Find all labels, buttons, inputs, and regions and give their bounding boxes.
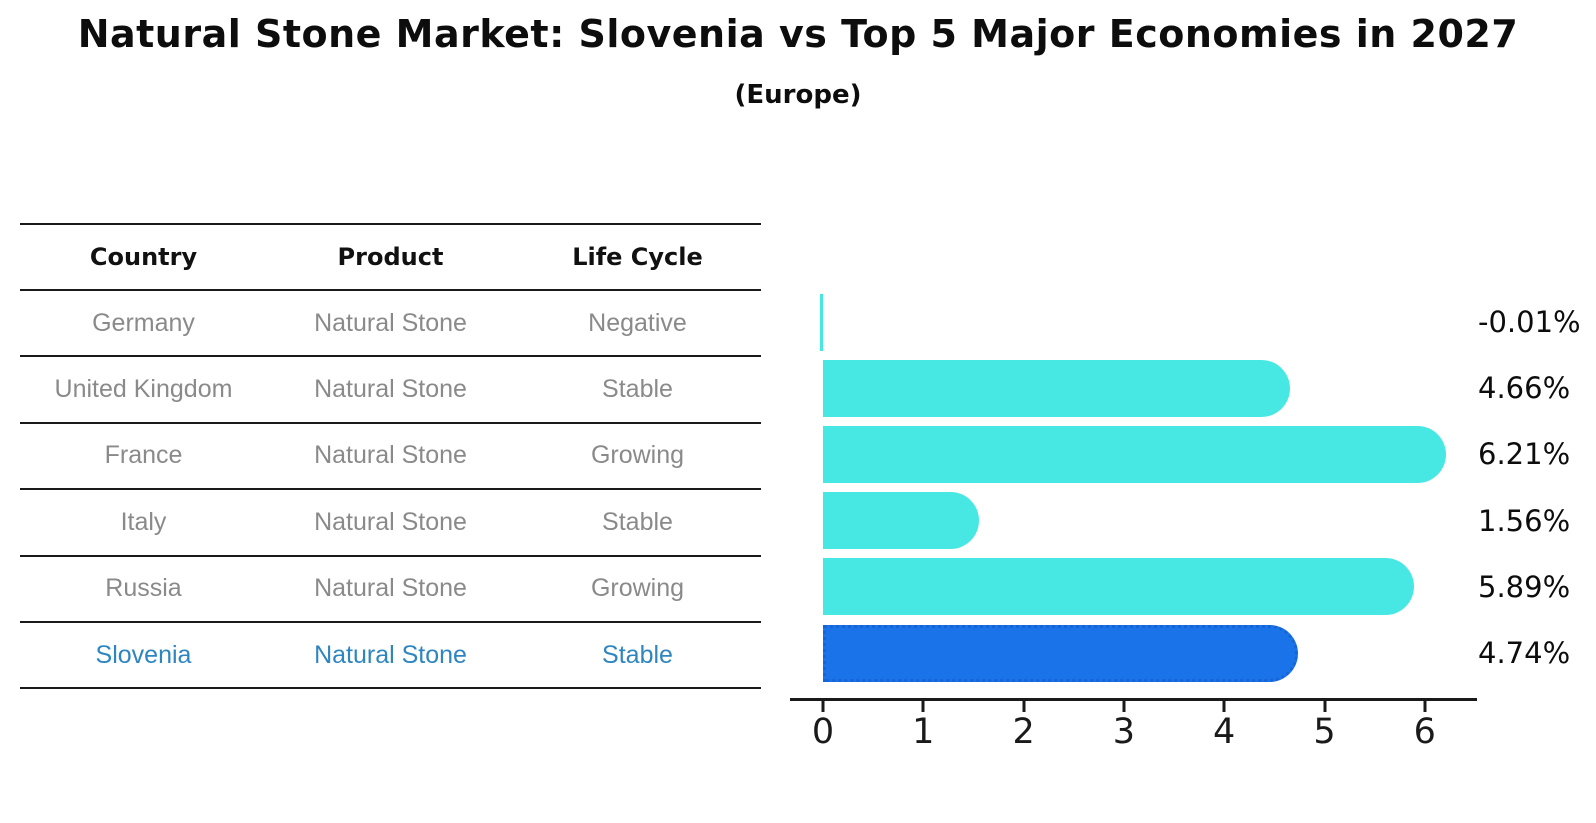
cell-life-cycle: Negative (588, 308, 687, 337)
x-tick-mark (1323, 701, 1326, 712)
x-tick-mark (1122, 701, 1126, 712)
cell-life-cycle: Growing (590, 441, 685, 470)
x-tick-mark (821, 701, 825, 712)
value-label-germany: -0.01% (1478, 305, 1581, 339)
table-row-united-kingdom: United Kingdom Natural Stone Stable (20, 357, 761, 424)
cell-country: Russia (105, 574, 182, 603)
value-label-russia: 5.89% (1478, 569, 1571, 604)
x-tick-label: 6 (1413, 712, 1436, 752)
table-row-germany: Germany Natural Stone Negative (20, 291, 761, 358)
x-axis-line (790, 698, 1477, 701)
value-label-italy: 1.56% (1478, 503, 1571, 538)
cell-country: Germany (92, 308, 195, 337)
cell-country: France (104, 441, 183, 470)
country-table: Country Product Life Cycle Germany Natur… (20, 223, 761, 690)
header-product: Product (337, 243, 444, 271)
chart-title: Natural Stone Market: Slovenia vs Top 5 … (77, 12, 1519, 56)
x-tick-mark (1022, 701, 1026, 712)
cell-country: Slovenia (95, 640, 192, 669)
x-tick-label: 0 (811, 712, 835, 752)
bar-russia (823, 558, 1414, 616)
x-tick-label: 3 (1112, 712, 1136, 752)
x-tick-label: 2 (1012, 712, 1035, 752)
cell-product: Natural Stone (314, 375, 467, 404)
x-tick-label: 5 (1313, 712, 1336, 752)
cell-product: Natural Stone (314, 507, 467, 536)
cell-life-cycle: Growing (590, 574, 685, 603)
x-tick-mark (1423, 701, 1427, 712)
table-row-slovenia: Slovenia Natural Stone Stable (20, 623, 761, 690)
cell-product: Natural Stone (314, 640, 467, 669)
chart-subtitle: (Europe) (734, 80, 862, 110)
header-life-cycle: Life Cycle (572, 243, 703, 271)
cell-life-cycle: Stable (602, 640, 673, 669)
x-tick-label: 1 (912, 712, 935, 752)
x-tick-mark (921, 701, 925, 712)
value-label-slovenia: 4.74% (1478, 636, 1571, 670)
bar-france (823, 425, 1446, 483)
header-country: Country (89, 243, 198, 271)
bar-united-kingdom (823, 359, 1291, 417)
cell-country: Italy (120, 507, 167, 536)
bar-germany (820, 293, 823, 351)
cell-product: Natural Stone (314, 574, 467, 603)
cell-product: Natural Stone (314, 308, 467, 337)
cell-country: United Kingdom (54, 375, 233, 404)
x-tick-label: 4 (1213, 712, 1236, 752)
x-tick-mark (1222, 701, 1226, 712)
table-row-france: France Natural Stone Growing (20, 424, 761, 491)
cell-product: Natural Stone (314, 441, 467, 470)
bar-italy (823, 492, 980, 550)
value-label-france: 6.21% (1478, 437, 1571, 472)
cell-life-cycle: Stable (602, 375, 673, 404)
table-row-italy: Italy Natural Stone Stable (20, 490, 761, 557)
table-row-russia: Russia Natural Stone Growing (20, 557, 761, 623)
cell-life-cycle: Stable (602, 507, 673, 536)
value-label-united-kingdom: 4.66% (1478, 371, 1571, 406)
bar-slovenia (823, 624, 1299, 682)
table-header-row: Country Product Life Cycle (20, 225, 761, 291)
